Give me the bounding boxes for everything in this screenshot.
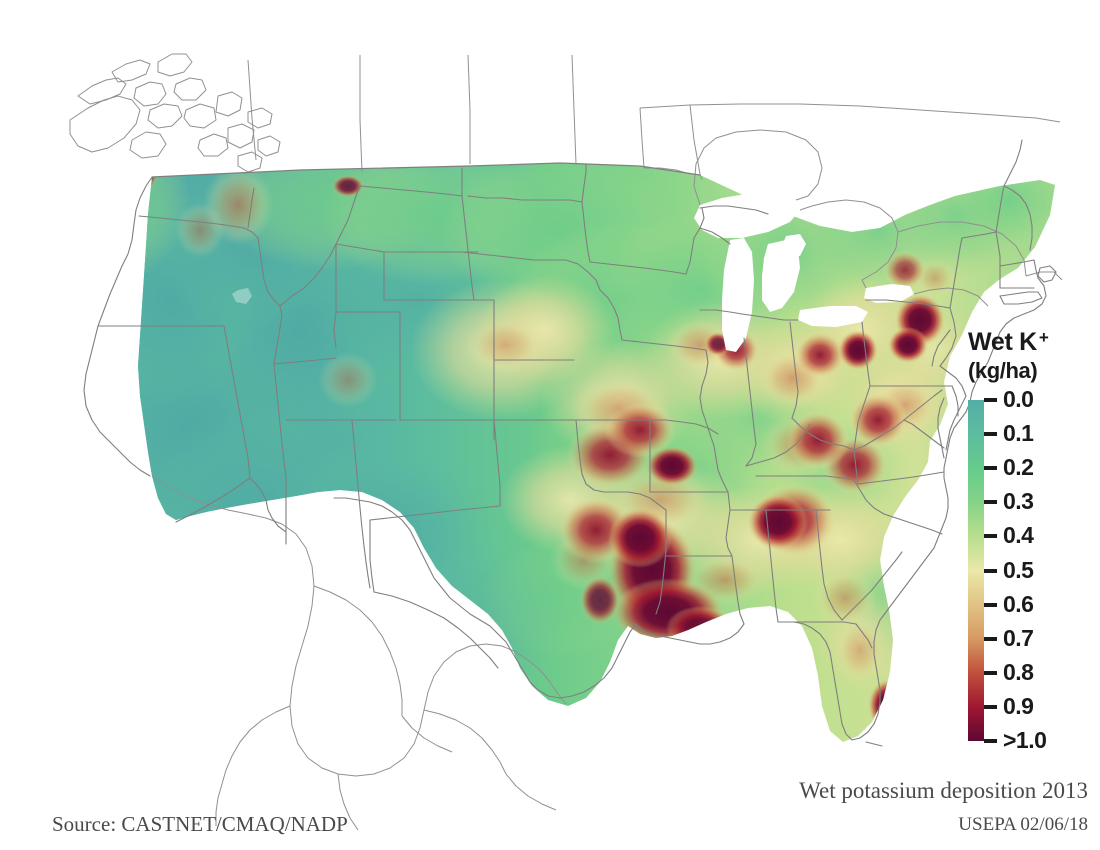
colorbar-tick-mark: [984, 398, 997, 402]
legend-title-superscript: +: [1038, 328, 1049, 347]
colorbar-tick-mark: [984, 739, 997, 743]
colorbar-tick-label: 0.3: [1003, 488, 1034, 515]
state-boundaries: [83, 139, 1057, 747]
colorbar-gradient: [968, 400, 984, 741]
legend-title: Wet K +: [968, 328, 1049, 357]
colorbar-tick-label: >1.0: [1003, 727, 1047, 753]
legend-units: (kg/ha): [968, 358, 1038, 383]
colorbar-tick-label: 0.6: [1003, 590, 1034, 617]
colorbar-tick-mark: [984, 432, 997, 437]
colorbar-tick-label: 0.8: [1003, 658, 1034, 685]
colorbar-container: 0.0 0.1 0.2 0.3 0.4 0.5 0.6 0.7 0.8 0.9 >1.0: [968, 386, 1098, 753]
colorbar-tick-mark: [984, 636, 997, 641]
colorbar-tick-mark: [984, 602, 997, 607]
colorbar-tick-label: 0.9: [1003, 692, 1034, 719]
source-label: Source: CASTNET/CMAQ/NADP: [52, 812, 348, 836]
water-bodies: [232, 193, 914, 352]
usa-northern-border: [151, 162, 701, 178]
agency-date-label: USEPA 02/06/18: [958, 814, 1088, 835]
colorbar-tick-mark: [984, 704, 997, 709]
colorbar-tick-label: 0.7: [1003, 624, 1034, 651]
legend-title-text: Wet K: [968, 328, 1037, 356]
colorbar-tick-label: 0.1: [1003, 420, 1034, 447]
colorbar-tick-label: 0.0: [1003, 386, 1034, 412]
legend: Wet K + (kg/ha) 0.0 0.1 0.2 0.3 0.4 0.5 0.6 0.7 0…: [963, 328, 1098, 753]
colorbar-tick-mark: [984, 534, 997, 539]
colorbar-tick-mark: [984, 670, 997, 675]
colorbar-tick-label: 0.4: [1003, 522, 1034, 549]
figure-title: Wet potassium deposition 2013: [799, 778, 1088, 803]
colorbar-tick-label: 0.2: [1003, 454, 1034, 481]
colorbar-tick-mark: [984, 500, 997, 505]
colorbar-tick-mark: [984, 466, 997, 471]
neighbor-country-outlines: [69, 53, 1063, 831]
colorbar-tick-mark: [984, 568, 997, 573]
colorbar-tick-label: 0.5: [1003, 556, 1034, 583]
